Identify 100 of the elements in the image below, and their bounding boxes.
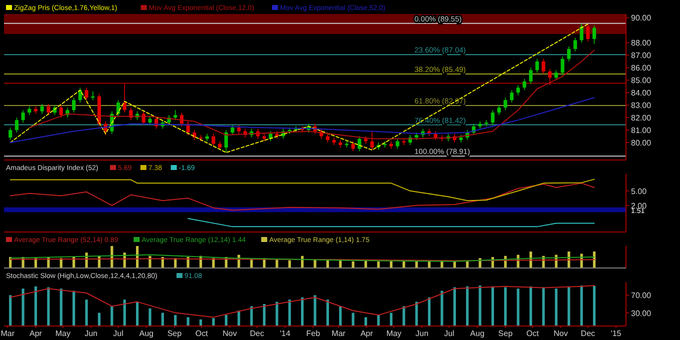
candlestick [548, 68, 552, 86]
bar [592, 286, 596, 326]
bar [262, 304, 266, 326]
bar [453, 287, 456, 326]
bar [34, 286, 38, 326]
bar [529, 286, 532, 326]
bar [377, 315, 380, 326]
x-tick-label: Aug [470, 329, 484, 338]
line-series [10, 23, 588, 154]
x-tick-label: May [386, 329, 402, 338]
candlestick [358, 136, 362, 152]
bar [554, 288, 558, 326]
x-tick-label: Oct [526, 329, 540, 338]
x-tick-label: Apr [360, 329, 374, 338]
candlestick [490, 110, 495, 126]
candlestick [84, 87, 88, 101]
line-series [10, 182, 595, 211]
bar [364, 317, 368, 326]
bar [377, 261, 380, 268]
candlestick [224, 130, 228, 153]
line-series [10, 285, 595, 318]
candlestick [516, 84, 520, 96]
x-tick-label: Aug [139, 329, 154, 338]
bar [224, 315, 228, 326]
y-tick-label: 86.00 [631, 64, 652, 73]
candlestick [46, 103, 50, 116]
y-tick-label: 70.00 [631, 291, 652, 300]
x-tick-label: Dec [250, 329, 264, 338]
bar [390, 312, 392, 326]
candlestick [510, 90, 514, 103]
y-tick-label: 30.00 [631, 308, 652, 318]
bar [428, 297, 431, 326]
candlestick [122, 83, 126, 113]
bar [161, 312, 164, 326]
y-tick-label: 5.00 [631, 186, 648, 196]
bar [110, 306, 114, 326]
bar [212, 318, 215, 326]
line-series [10, 178, 595, 202]
candlestick [528, 67, 533, 84]
x-tick-label: Mar [332, 329, 346, 338]
bar [314, 295, 316, 326]
y-tick-label: 87.00 [631, 51, 652, 60]
bar [504, 287, 507, 326]
candlestick [8, 127, 12, 140]
y-tick-label: 2.00 [631, 201, 648, 210]
bar [478, 286, 482, 326]
y-tick-label: 82.00 [631, 114, 652, 123]
y-tick-label: 84.00 [631, 88, 652, 98]
candlestick [567, 46, 571, 62]
candlestick [522, 78, 526, 91]
bar [339, 306, 342, 326]
bar [148, 308, 152, 326]
y-tick-label: 85.00 [631, 76, 652, 86]
x-tick-label: Sep [498, 329, 514, 338]
bar [136, 302, 139, 326]
candlestick [174, 110, 178, 120]
candlestick [396, 138, 400, 150]
candlestick [560, 56, 564, 76]
candlestick [586, 24, 590, 42]
x-tick-label: Feb [306, 329, 321, 338]
candlestick [370, 130, 374, 150]
bar [516, 288, 520, 326]
x-tick-label: Sep [167, 329, 182, 338]
bar [580, 286, 583, 326]
bar [98, 312, 101, 326]
bar [288, 300, 291, 326]
bar [402, 306, 406, 326]
x-tick-label: Jun [416, 329, 428, 338]
bar [22, 288, 24, 326]
bar [250, 306, 253, 326]
x-tick-label: Oct [195, 329, 209, 338]
x-tick-label: Mar [0, 329, 15, 338]
candlestick [484, 120, 488, 127]
bar [352, 312, 354, 326]
x-tick-label: Dec [580, 329, 596, 338]
candlestick [59, 104, 63, 118]
y-tick-label: 88.00 [631, 38, 652, 48]
candlestick [573, 37, 578, 52]
bar [568, 286, 570, 326]
x-tick-label: Nov [222, 329, 237, 338]
x-tick-label: Jun [84, 329, 98, 338]
x-tick-label: '14 [280, 329, 291, 338]
bar [85, 300, 88, 326]
x-tick-label: Jul [444, 329, 455, 338]
bar [301, 297, 304, 326]
candlestick [497, 104, 501, 116]
y-tick-label: 90.00 [631, 14, 652, 23]
candlestick [542, 58, 546, 74]
y-tick-label: 80.00 [631, 138, 652, 148]
x-tick-label: Nov [554, 329, 568, 338]
bar [326, 300, 329, 326]
bar [60, 288, 62, 326]
bar [491, 286, 494, 326]
candlestick [592, 24, 596, 44]
x-tick-label: Jul [113, 329, 124, 338]
bar [186, 317, 190, 326]
candlestick [40, 103, 44, 114]
x-tick-label: Apr [30, 329, 42, 338]
candlestick [212, 133, 216, 147]
candlestick [351, 140, 355, 152]
